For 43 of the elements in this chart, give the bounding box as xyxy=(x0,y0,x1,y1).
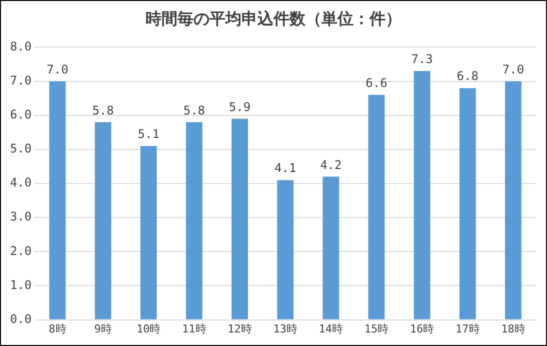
bar xyxy=(232,118,248,320)
bar xyxy=(49,81,66,320)
data-label: 5.9 xyxy=(228,100,251,114)
bar xyxy=(368,94,385,320)
data-label: 5.1 xyxy=(138,127,160,142)
x-tick-label: 11時 xyxy=(182,322,206,336)
y-tick-label: 1.0 xyxy=(10,278,32,292)
x-tick-label: 8時 xyxy=(48,322,66,336)
data-label: 7.0 xyxy=(46,62,68,76)
x-tick-label: 13時 xyxy=(273,322,298,336)
y-tick-label: 2.0 xyxy=(10,244,32,258)
bar xyxy=(94,122,112,320)
y-tick-label: 6.0 xyxy=(10,107,32,122)
data-label: 6.6 xyxy=(366,76,388,90)
y-tick-label: 7.0 xyxy=(10,73,32,88)
y-tick-label: 8.0 xyxy=(10,39,32,54)
bar xyxy=(277,180,294,320)
bar xyxy=(505,81,522,320)
x-tick-label: 17時 xyxy=(456,322,480,336)
x-tick-label: 10時 xyxy=(136,322,161,336)
data-label: 7.0 xyxy=(502,62,524,76)
chart-title: 時間毎の平均申込件数（単位：件） xyxy=(144,9,402,30)
data-label: 4.2 xyxy=(320,158,342,172)
y-tick-label: 4.0 xyxy=(10,176,32,190)
bar xyxy=(459,88,476,320)
y-tick-label: 3.0 xyxy=(10,210,32,224)
data-label: 7.3 xyxy=(411,52,433,66)
x-tick-label: 14時 xyxy=(318,322,344,336)
y-tick-label: 0.0 xyxy=(10,312,32,326)
bar xyxy=(140,146,157,320)
data-label: 4.1 xyxy=(274,161,296,176)
x-tick-label: 9時 xyxy=(94,322,112,336)
x-tick-label: 15時 xyxy=(364,322,389,336)
data-label: 6.8 xyxy=(456,69,478,84)
bar xyxy=(414,71,430,320)
x-tick-label: 12時 xyxy=(228,322,252,336)
bar xyxy=(186,122,202,320)
data-label: 5.8 xyxy=(183,103,206,118)
x-tick-label: 16時 xyxy=(410,322,434,336)
bar xyxy=(322,176,340,320)
x-tick-label: 18時 xyxy=(501,322,526,336)
y-tick-label: 5.0 xyxy=(10,142,32,156)
data-label: 5.8 xyxy=(92,103,114,118)
